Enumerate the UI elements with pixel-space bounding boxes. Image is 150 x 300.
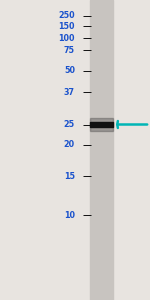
Text: 15: 15 [64,172,75,181]
Text: 250: 250 [58,11,75,20]
Text: 20: 20 [64,140,75,149]
Bar [90,122,112,127]
Bar [90,0,112,300]
Text: 50: 50 [64,66,75,75]
Text: 150: 150 [58,22,75,31]
Bar [90,118,112,131]
Text: 10: 10 [64,211,75,220]
Text: 75: 75 [64,46,75,55]
Text: 100: 100 [58,34,75,43]
Text: 37: 37 [64,88,75,97]
Text: 25: 25 [64,120,75,129]
Bar [90,118,112,131]
